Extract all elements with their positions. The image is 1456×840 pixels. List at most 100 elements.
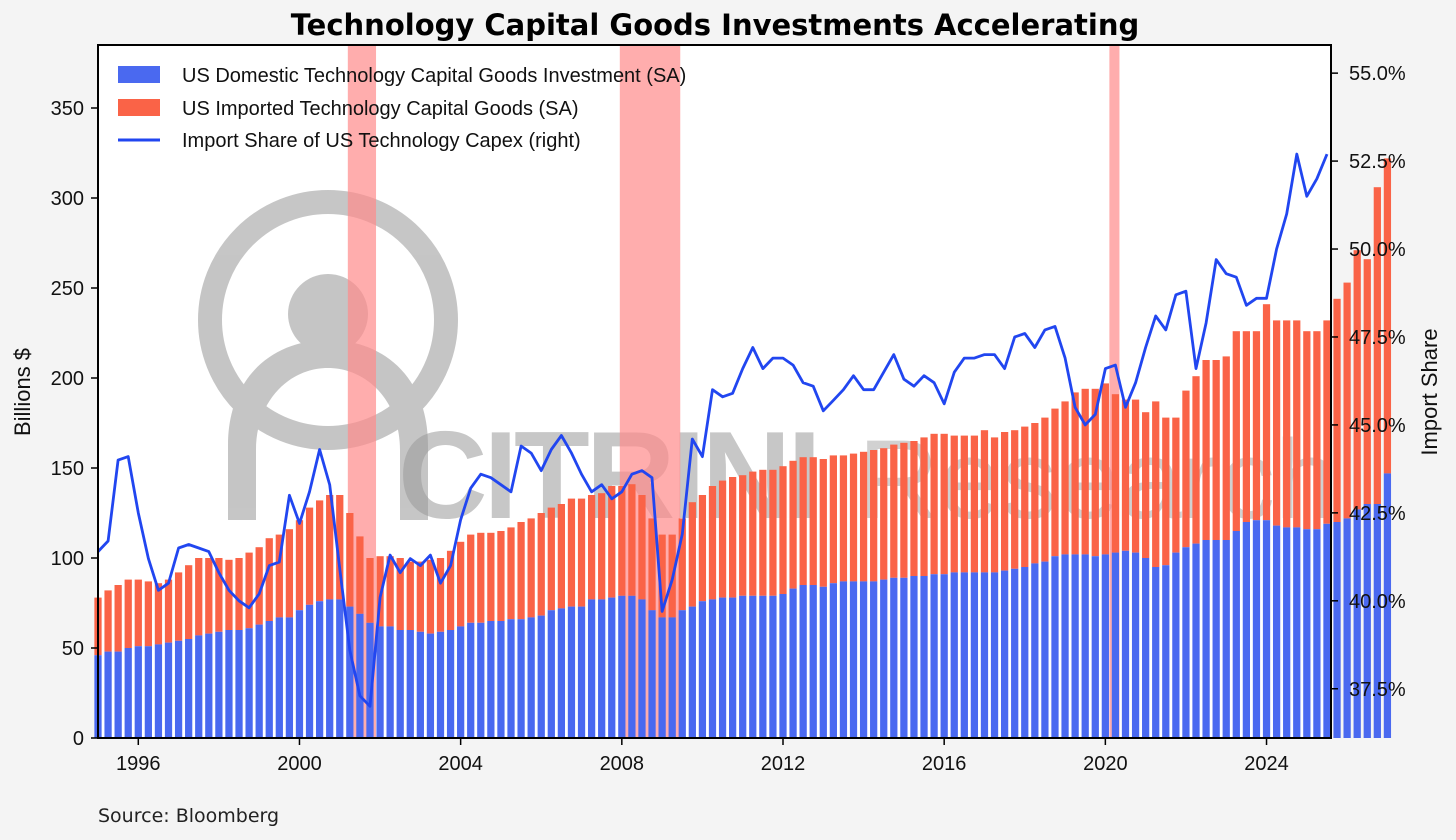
- bar-imported: [457, 541, 465, 627]
- left-tick-label: 250: [51, 278, 84, 300]
- bar-domestic: [1313, 529, 1321, 738]
- bar-domestic: [537, 615, 545, 738]
- bar-domestic: [366, 622, 374, 738]
- bar-domestic: [1272, 525, 1281, 738]
- bar-domestic: [1353, 509, 1361, 738]
- bar-domestic: [356, 613, 364, 738]
- bar-domestic: [245, 628, 253, 738]
- bar-imported: [1333, 298, 1341, 522]
- right-tick-label: 47.5%: [1349, 327, 1406, 349]
- right-tick-label: 50.0%: [1349, 239, 1406, 261]
- bar-domestic: [608, 597, 616, 738]
- bar-imported: [426, 559, 435, 634]
- bar-domestic: [336, 599, 344, 738]
- bar-imported: [1172, 417, 1180, 553]
- bar-imported: [1293, 320, 1301, 528]
- bar-imported: [1252, 331, 1261, 521]
- bar-imported: [1071, 392, 1079, 555]
- bar-domestic: [255, 624, 263, 738]
- bar-domestic: [497, 621, 505, 738]
- source-note: Source: Bloomberg: [98, 805, 279, 827]
- bar-domestic: [265, 621, 273, 738]
- bar-imported: [759, 469, 767, 596]
- bar-imported: [245, 552, 253, 629]
- bar-domestic: [346, 606, 354, 738]
- bar-imported: [1121, 399, 1130, 551]
- bar-domestic: [1172, 552, 1180, 738]
- bar-imported: [1262, 304, 1271, 521]
- bar-imported: [839, 455, 848, 582]
- bar-domestic: [739, 595, 747, 738]
- bar-domestic: [426, 633, 435, 738]
- bar-domestic: [980, 572, 989, 738]
- bar-imported: [396, 558, 404, 630]
- bar-imported: [910, 441, 918, 576]
- bar-domestic: [598, 599, 606, 738]
- bar-imported: [1303, 331, 1311, 530]
- bar-imported: [1101, 383, 1109, 555]
- bar-imported: [1011, 430, 1019, 569]
- bar-domestic: [1303, 529, 1311, 738]
- bar-imported: [1283, 320, 1291, 528]
- bar-domestic: [114, 651, 122, 738]
- bar-imported: [1383, 158, 1392, 474]
- bar-domestic: [446, 630, 455, 738]
- bar-imported: [849, 453, 858, 582]
- bar-imported: [598, 493, 606, 600]
- y-axis-label-left: Billions $: [10, 348, 35, 436]
- x-axis: 1996 2000 2004 2008 2012 2016 2020 2024: [116, 738, 1289, 775]
- bar-imported: [1232, 331, 1240, 531]
- bar-domestic: [839, 581, 848, 738]
- bar-imported: [134, 579, 142, 647]
- bar-domestic: [628, 595, 636, 738]
- bar-domestic: [900, 577, 908, 738]
- bar-domestic: [547, 610, 555, 738]
- bar-domestic: [285, 617, 294, 738]
- bar-domestic: [1323, 523, 1331, 738]
- legend-swatch-domestic: [118, 66, 160, 83]
- bar-domestic: [910, 576, 918, 738]
- legend: US Domestic Technology Capital Goods Inv…: [118, 65, 686, 152]
- bar-imported: [829, 455, 837, 584]
- bar-domestic: [1283, 527, 1291, 738]
- bar-imported: [1343, 282, 1351, 519]
- bar-domestic: [1343, 518, 1351, 738]
- bar-imported: [950, 435, 958, 573]
- y-axis-label-right: Import Share: [1417, 328, 1442, 455]
- right-tick-label: 42.5%: [1349, 503, 1406, 525]
- bar-domestic: [1000, 570, 1009, 738]
- bar-imported: [1272, 320, 1281, 526]
- bar-imported: [658, 534, 666, 618]
- bar-imported: [557, 504, 566, 609]
- left-tick-label: 150: [51, 458, 84, 480]
- bar-domestic: [759, 595, 767, 738]
- legend-label-imported: US Imported Technology Capital Goods (SA…: [182, 98, 579, 120]
- bar-imported: [930, 433, 938, 575]
- bar-imported: [164, 579, 173, 643]
- legend-swatch-imported: [118, 99, 160, 116]
- bar-domestic: [658, 617, 666, 738]
- bar-domestic: [1232, 531, 1240, 738]
- bar-domestic: [386, 626, 394, 738]
- bar-domestic: [1333, 522, 1341, 738]
- bar-domestic: [638, 599, 646, 738]
- plot-frame: [97, 44, 1332, 739]
- bar-domestic: [829, 583, 837, 738]
- legend-label-domestic: US Domestic Technology Capital Goods Inv…: [182, 65, 686, 87]
- bar-domestic: [960, 572, 968, 738]
- bar-imported: [517, 522, 525, 620]
- bar-domestic: [225, 630, 233, 738]
- bar-domestic: [275, 617, 283, 738]
- left-tick-label: 200: [51, 368, 84, 390]
- bar-imported: [336, 495, 344, 600]
- bar-imported: [235, 558, 243, 630]
- bar-domestic: [849, 581, 858, 738]
- bar-imported: [406, 561, 414, 630]
- bar-imported: [618, 486, 626, 596]
- x-tick-label: 2020: [1083, 753, 1128, 775]
- bar-imported: [587, 495, 596, 600]
- bar-domestic: [1192, 543, 1200, 738]
- bar-domestic: [436, 631, 445, 738]
- bar-domestic: [1101, 554, 1109, 738]
- bar-domestic: [920, 576, 928, 738]
